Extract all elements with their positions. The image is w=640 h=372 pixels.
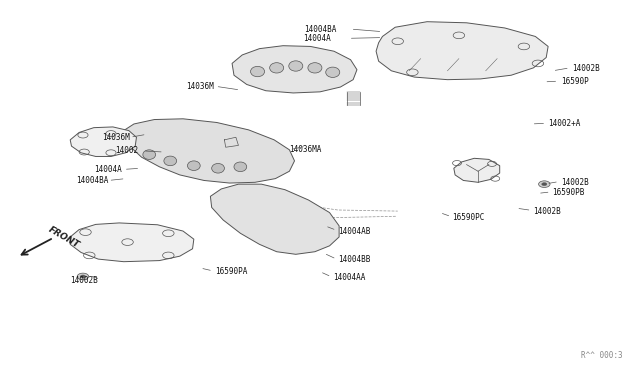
Ellipse shape [326,67,340,77]
Polygon shape [376,22,548,80]
Circle shape [264,231,271,235]
Text: 14036MA: 14036MA [289,145,322,154]
Ellipse shape [188,161,200,170]
Polygon shape [70,223,194,262]
Polygon shape [70,127,136,157]
Text: 14004BA: 14004BA [77,176,109,185]
Polygon shape [232,46,357,93]
Circle shape [294,230,307,237]
Ellipse shape [250,66,264,77]
Text: 14002B: 14002B [534,206,561,216]
Polygon shape [211,184,339,254]
Text: 14002B: 14002B [70,276,98,285]
Text: 14002: 14002 [115,147,138,155]
Circle shape [261,230,274,237]
Ellipse shape [269,62,284,73]
Text: 14036M: 14036M [102,133,130,142]
Text: 16590PB: 16590PB [552,188,585,197]
Text: 14004BB: 14004BB [338,255,370,264]
Text: 14004A: 14004A [94,165,122,174]
Text: 16590PA: 16590PA [215,267,247,276]
Text: FRONT: FRONT [47,224,81,249]
Text: 14036M: 14036M [186,82,214,91]
Text: 16590P: 16590P [561,77,589,86]
Text: 14002B: 14002B [561,178,589,187]
Text: 14004AB: 14004AB [338,227,370,235]
Ellipse shape [164,156,177,166]
Circle shape [77,273,89,280]
Circle shape [257,200,270,208]
Circle shape [260,202,267,206]
Text: 14004AA: 14004AA [333,273,365,282]
Text: 16590PC: 16590PC [452,213,485,222]
Text: 14002B: 14002B [572,64,600,73]
Ellipse shape [308,62,322,73]
Polygon shape [454,158,500,182]
Text: 14004A: 14004A [303,34,332,43]
Ellipse shape [289,61,303,71]
Ellipse shape [234,162,246,171]
Ellipse shape [143,150,156,160]
Text: R^^ 000:3: R^^ 000:3 [581,351,623,360]
Circle shape [225,194,237,202]
Circle shape [298,231,304,235]
Polygon shape [122,119,294,183]
Text: 14002+A: 14002+A [548,119,580,128]
Circle shape [541,183,547,186]
Ellipse shape [212,163,225,173]
Text: 14004BA: 14004BA [304,25,336,33]
Circle shape [81,275,86,278]
Circle shape [539,181,550,187]
Circle shape [228,196,234,200]
